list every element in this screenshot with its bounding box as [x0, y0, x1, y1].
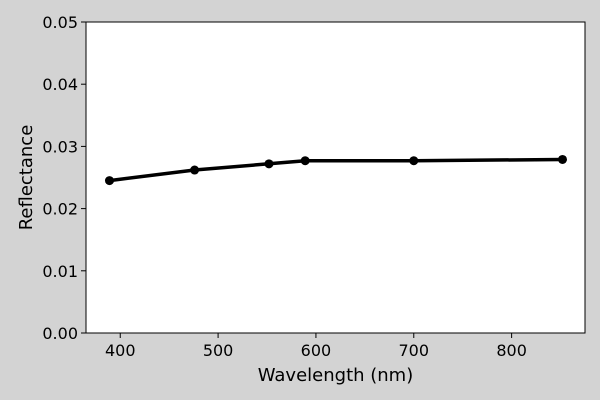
- x-tick-label: 800: [496, 341, 527, 360]
- x-tick-label: 700: [399, 341, 430, 360]
- y-tick-label: 0.00: [42, 324, 78, 343]
- y-axis: 0.00 0.01 0.02 0.03 0.04 0.05: [42, 13, 86, 343]
- y-tick-label: 0.05: [42, 13, 78, 32]
- x-axis-title: Wavelength (nm): [258, 365, 414, 386]
- y-axis-title: Reflectance: [16, 125, 37, 231]
- series-layer: [104, 154, 567, 186]
- data-point: [190, 165, 200, 175]
- data-point: [557, 154, 567, 164]
- data-point: [104, 176, 114, 186]
- y-tick-label: 0.04: [42, 75, 78, 94]
- y-tick-label: 0.03: [42, 137, 78, 156]
- x-axis: 400 500 600 700 800: [105, 333, 527, 360]
- x-tick-label: 500: [203, 341, 234, 360]
- x-tick-label: 400: [105, 341, 136, 360]
- x-tick-label: 600: [301, 341, 332, 360]
- plot-area: [85, 21, 586, 334]
- series-line: [107, 157, 565, 183]
- data-point: [264, 159, 274, 169]
- data-point: [300, 156, 310, 166]
- data-point: [409, 156, 419, 166]
- y-tick-label: 0.02: [42, 200, 78, 219]
- y-tick-label: 0.01: [42, 262, 78, 281]
